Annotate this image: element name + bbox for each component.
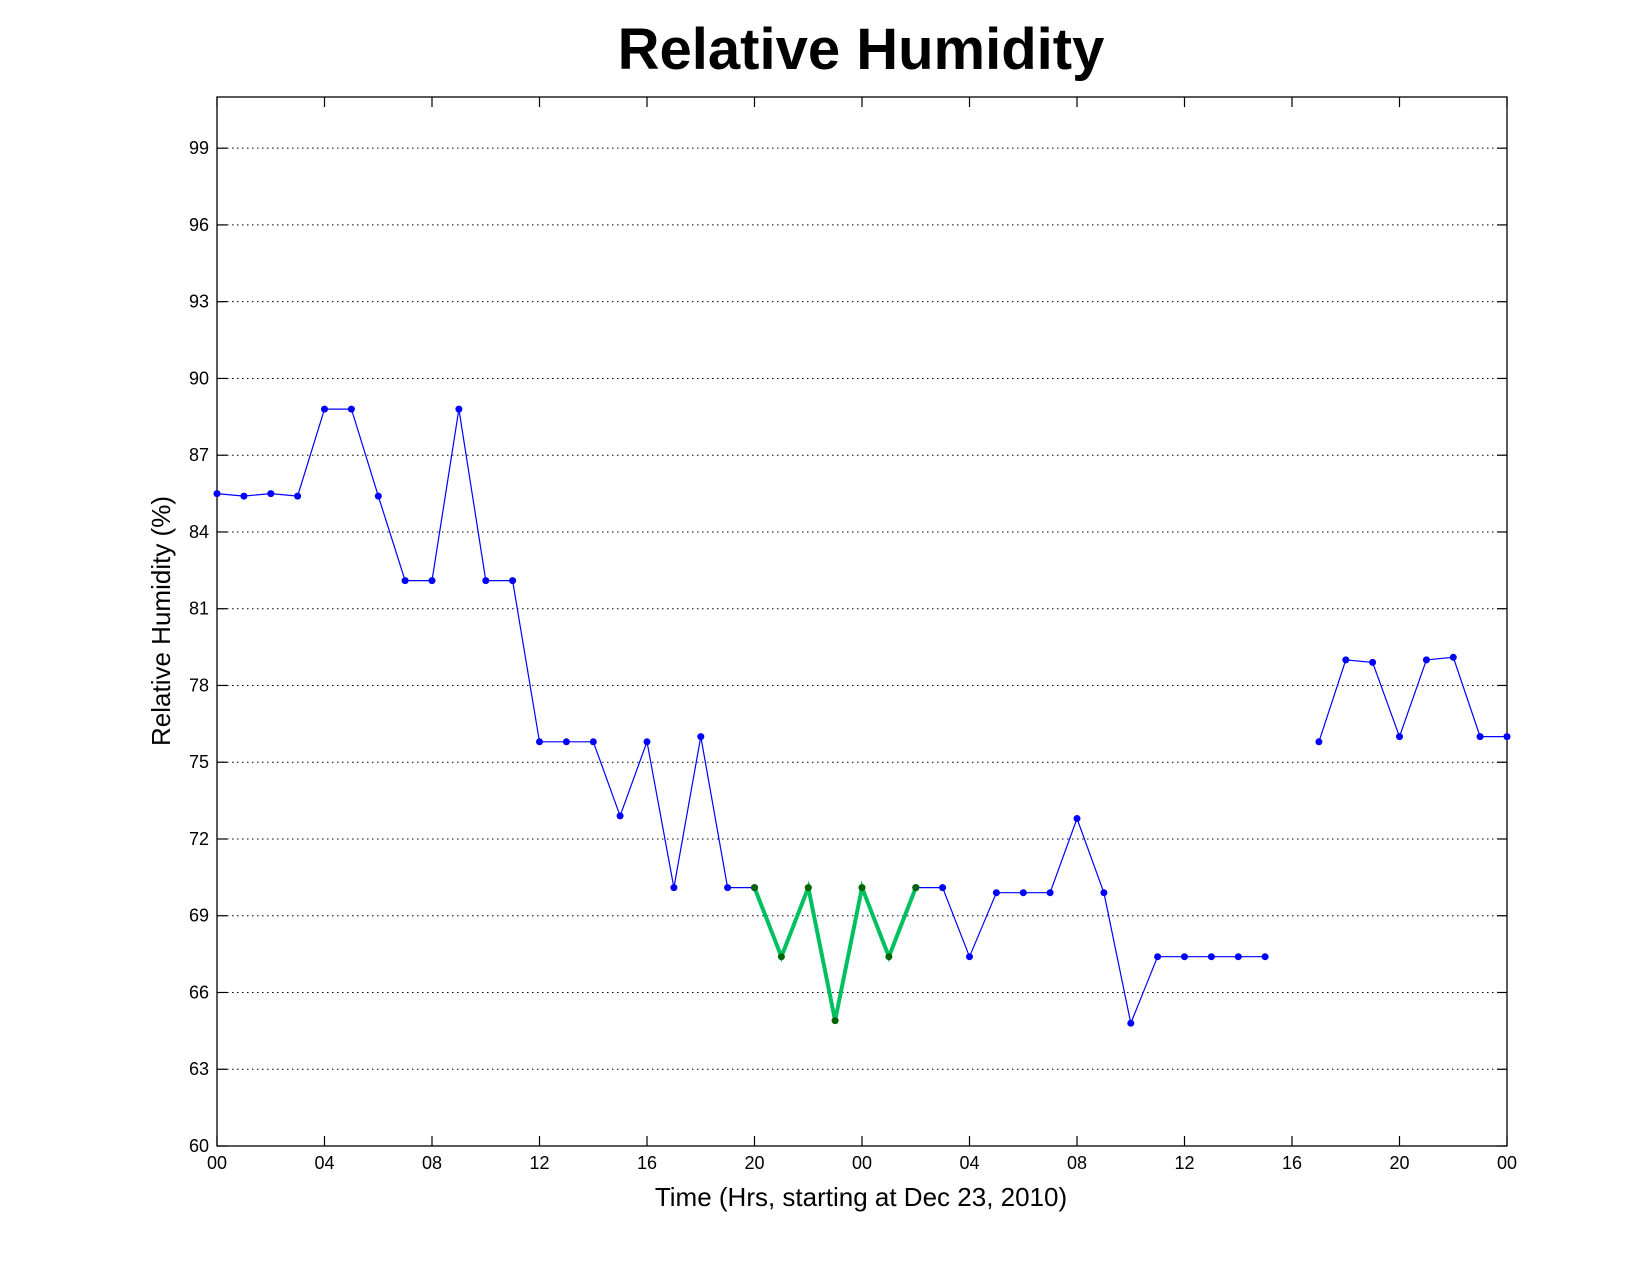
data-point [562,738,570,746]
data-series [213,405,1511,1027]
y-tick-label: 66 [189,982,209,1002]
series-line [1318,656,1507,742]
y-tick-label: 78 [189,675,209,695]
data-point [374,492,382,500]
data-point [1127,1019,1135,1027]
data-point [536,738,543,746]
data-point [509,577,517,585]
data-point [1422,656,1430,664]
data-point [240,492,248,500]
x-tick-label: 00 [1497,1153,1517,1173]
data-point [966,953,973,961]
data-point [751,884,758,892]
data-point [401,577,409,585]
data-point [294,492,302,500]
data-point [213,490,221,498]
data-point [1449,653,1457,661]
x-tick-label: 04 [959,1153,979,1173]
x-tick-label: 20 [744,1153,764,1173]
x-tick-label: 04 [314,1153,334,1173]
data-point [697,733,705,741]
y-tick-label: 90 [189,368,209,388]
data-point [1234,953,1242,961]
data-point [885,953,893,961]
y-tick-label: 69 [189,906,209,926]
x-tick-label: 16 [637,1153,657,1173]
x-tick-label: 16 [1282,1153,1302,1173]
data-point [1261,953,1269,961]
data-point [589,738,597,746]
y-tick-label: 96 [189,215,209,235]
y-tick-label: 60 [189,1136,209,1156]
data-point [1073,815,1081,822]
data-point [992,889,1000,897]
data-point [1396,733,1403,741]
series-line [915,816,1266,1026]
data-point [455,405,463,413]
data-point [670,884,678,892]
chart-title: Relative Humidity [618,17,1105,82]
data-point [1046,889,1054,897]
data-point [482,577,490,585]
data-point [1315,738,1323,746]
y-tick-label: 75 [189,752,209,772]
data-point [428,577,436,585]
x-tick-label: 00 [207,1153,227,1173]
data-point [1476,733,1484,741]
plot-frame [216,96,1508,1147]
data-point [267,490,275,498]
y-tick-label: 99 [189,138,209,158]
y-tick-label: 81 [189,599,209,619]
data-point [643,738,651,746]
x-tick-label: 12 [1174,1153,1194,1173]
axis-ticks: 60 63 66 69 72 75 78 81 84 87 90 93 96 99 00 04 08 12 16 20… [189,97,1517,1173]
x-tick-label: 08 [422,1153,442,1173]
series-line [752,880,918,1021]
data-point [1154,953,1162,961]
data-point [724,884,732,892]
data-point [616,812,624,820]
x-tick-label: 00 [852,1153,872,1173]
x-axis-label: Time (Hrs, starting at Dec 23, 2010) [655,1182,1067,1212]
y-tick-label: 87 [189,445,209,465]
data-point [1019,889,1027,897]
data-point [1369,658,1377,666]
x-tick-label: 08 [1067,1153,1087,1173]
data-point [858,884,866,892]
data-point [1181,953,1188,961]
series-line [216,408,755,889]
data-point [777,953,785,961]
y-axis-label: Relative Humidity (%) [146,496,176,746]
data-point [347,405,355,413]
x-tick-label: 20 [1389,1153,1409,1173]
data-point [831,1017,839,1025]
y-tick-label: 93 [189,292,209,312]
data-point [912,884,920,892]
data-point [1342,656,1350,664]
data-point [939,884,947,892]
data-point [1207,953,1215,961]
data-point [1100,889,1108,897]
data-point [321,405,328,413]
y-tick-label: 63 [189,1059,209,1079]
y-tick-label: 84 [189,522,209,542]
data-point [1503,733,1511,741]
x-tick-label: 12 [529,1153,549,1173]
data-point [804,884,812,892]
y-tick-label: 72 [189,829,209,849]
grid-lines [217,147,1507,1070]
